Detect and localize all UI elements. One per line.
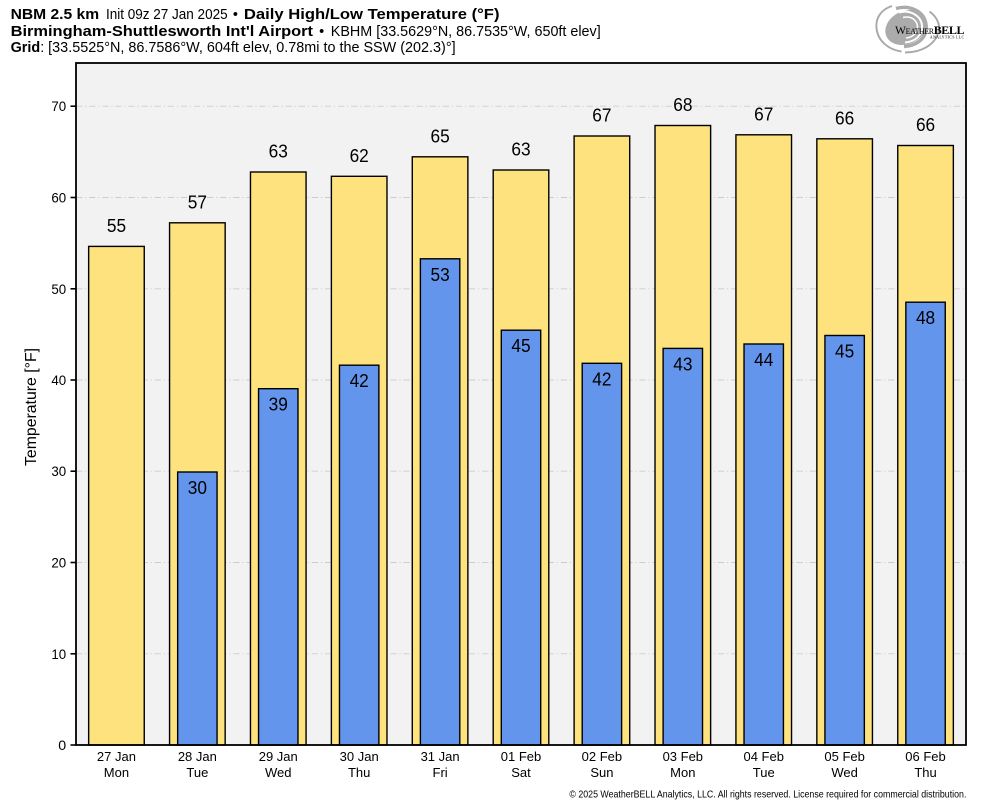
svg-text:70: 70 [51,99,66,115]
svg-text:06 Feb: 06 Feb [905,749,945,764]
svg-text:60: 60 [51,191,66,207]
svg-text:KBHM [33.5629°N, 86.7535°W, 65: KBHM [33.5629°N, 86.7535°W, 650ft elev] [331,24,601,40]
svg-text:0: 0 [58,738,66,754]
svg-text:30: 30 [51,464,66,480]
svg-text:03 Feb: 03 Feb [663,749,703,764]
svg-text:Birmingham-Shuttlesworth Int'l: Birmingham-Shuttlesworth Int'l Airport [11,24,314,40]
svg-text:67: 67 [754,103,773,124]
svg-text:67: 67 [592,105,611,126]
svg-text:42: 42 [592,368,611,389]
svg-text:Fri: Fri [433,765,448,780]
svg-text:29 Jan: 29 Jan [259,749,298,764]
svg-text:62: 62 [350,145,369,166]
svg-text:63: 63 [511,139,530,160]
svg-text:Wed: Wed [831,765,858,780]
svg-text:66: 66 [835,107,854,128]
svg-text:68: 68 [673,94,692,115]
svg-text:Daily High/Low Temperature (°F: Daily High/Low Temperature (°F) [244,7,500,23]
svg-text:53: 53 [430,264,449,285]
svg-text:39: 39 [269,394,288,415]
svg-text:50: 50 [51,282,66,298]
svg-text:02 Feb: 02 Feb [582,749,622,764]
svg-text:Mon: Mon [670,765,695,780]
svg-text:45: 45 [511,335,530,356]
svg-text:01 Feb: 01 Feb [501,749,541,764]
svg-text:•: • [319,24,324,40]
svg-text:63: 63 [269,141,288,162]
svg-text:45: 45 [835,341,854,362]
svg-text:ANALYTICS LLC: ANALYTICS LLC [930,35,965,40]
svg-text:55: 55 [107,215,126,236]
svg-text:40: 40 [51,373,66,389]
svg-text:Thu: Thu [914,765,936,780]
svg-text:05 Feb: 05 Feb [824,749,864,764]
svg-text:Temperature [°F]: Temperature [°F] [23,348,40,466]
svg-text:65: 65 [430,125,449,146]
svg-text:10: 10 [51,647,66,663]
svg-text:Init 09z 27 Jan 2025: Init 09z 27 Jan 2025 [106,7,228,23]
svg-text:Grid: Grid [11,40,41,56]
svg-text:27 Jan: 27 Jan [97,749,136,764]
svg-text:30 Jan: 30 Jan [340,749,379,764]
svg-text:66: 66 [916,114,935,135]
svg-text:57: 57 [188,191,207,212]
svg-text:•: • [233,7,238,23]
svg-text:28 Jan: 28 Jan [178,749,217,764]
svg-text:42: 42 [350,370,369,391]
svg-text:NBM 2.5 km: NBM 2.5 km [11,7,99,23]
svg-text:31 Jan: 31 Jan [421,749,460,764]
svg-text:48: 48 [916,307,935,328]
svg-text:: [33.5525°N, 86.7586°W, 604ft: : [33.5525°N, 86.7586°W, 604ft elev, 0.7… [40,40,455,56]
svg-text:Mon: Mon [104,765,129,780]
svg-text:Sat: Sat [511,765,531,780]
svg-text:43: 43 [673,353,692,374]
svg-text:Thu: Thu [348,765,370,780]
svg-text:Tue: Tue [186,765,208,780]
svg-text:WEATHERBELL: WEATHERBELL [895,23,965,37]
svg-text:44: 44 [754,349,773,370]
svg-text:Wed: Wed [265,765,292,780]
svg-text:Tue: Tue [753,765,775,780]
svg-text:30: 30 [188,477,207,498]
svg-text:© 2025 WeatherBELL Analytics,: © 2025 WeatherBELL Analytics, LLC. All r… [569,789,966,801]
svg-text:04 Feb: 04 Feb [743,749,783,764]
svg-text:20: 20 [51,556,66,572]
svg-text:Sun: Sun [590,765,613,780]
